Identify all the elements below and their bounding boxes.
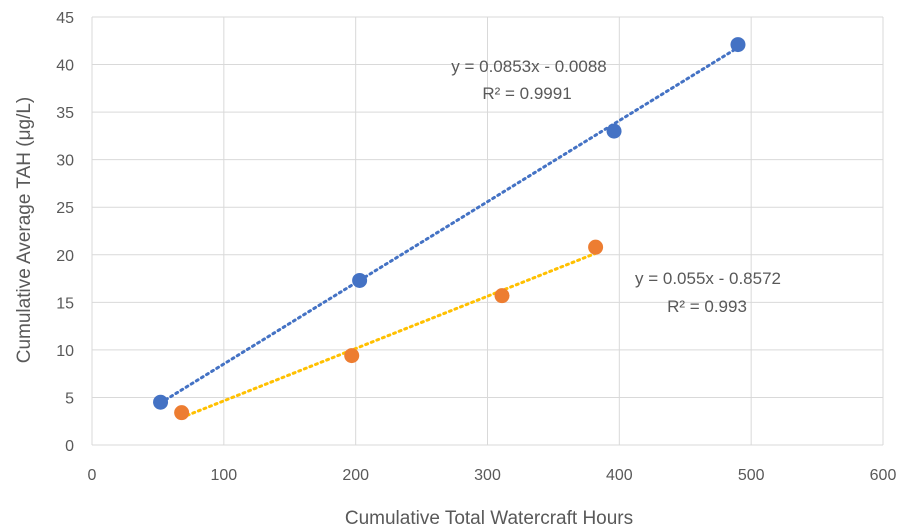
- data-points: [153, 37, 746, 421]
- y-tick-label: 10: [56, 343, 74, 360]
- x-axis-title: Cumulative Total Watercraft Hours: [345, 508, 633, 529]
- x-tick-label: 600: [870, 467, 897, 484]
- trendline-series-1: [159, 46, 740, 405]
- data-point-series-1: [730, 37, 746, 53]
- y-tick-label: 20: [56, 248, 74, 265]
- x-tick-label: 100: [210, 467, 237, 484]
- y-tick-label: 45: [56, 10, 74, 27]
- y-tick-label: 0: [65, 438, 74, 455]
- data-point-series-2: [494, 288, 510, 304]
- y-axis-title: Cumulative Average TAH (μg/L): [14, 97, 35, 364]
- tick-labels: 0 5 10 15 20 25 30 35 40 45 0 100 200 300 400 500 600: [56, 10, 896, 484]
- y-tick-label: 30: [56, 153, 74, 170]
- r-squared-label: R² = 0.9991: [482, 84, 571, 103]
- gridlines: [91, 16, 884, 446]
- trendline-series-2: [180, 251, 598, 420]
- y-tick-label: 35: [56, 105, 74, 122]
- data-point-series-1: [352, 272, 368, 288]
- y-tick-label: 40: [56, 58, 74, 75]
- data-point-series-2: [344, 348, 360, 364]
- trendline-annotations: y = 0.0853x - 0.0088 R² = 0.9991 y = 0.055…: [451, 57, 781, 316]
- x-tick-label: 300: [474, 467, 501, 484]
- y-tick-label: 5: [65, 390, 74, 407]
- y-tick-label: 25: [56, 200, 74, 217]
- x-tick-label: 500: [738, 467, 765, 484]
- data-point-series-1: [153, 394, 169, 410]
- y-tick-label: 15: [56, 295, 74, 312]
- x-tick-label: 400: [606, 467, 633, 484]
- x-tick-label: 0: [88, 467, 97, 484]
- x-tick-label: 200: [342, 467, 369, 484]
- data-point-series-1: [606, 123, 622, 139]
- trendline-equation: y = 0.0853x - 0.0088: [451, 57, 606, 76]
- r-squared-label: R² = 0.993: [667, 297, 747, 316]
- trendline-equation: y = 0.055x - 0.8572: [635, 269, 781, 288]
- trendlines: [159, 46, 740, 420]
- data-point-series-2: [174, 405, 190, 421]
- data-point-series-2: [588, 239, 604, 255]
